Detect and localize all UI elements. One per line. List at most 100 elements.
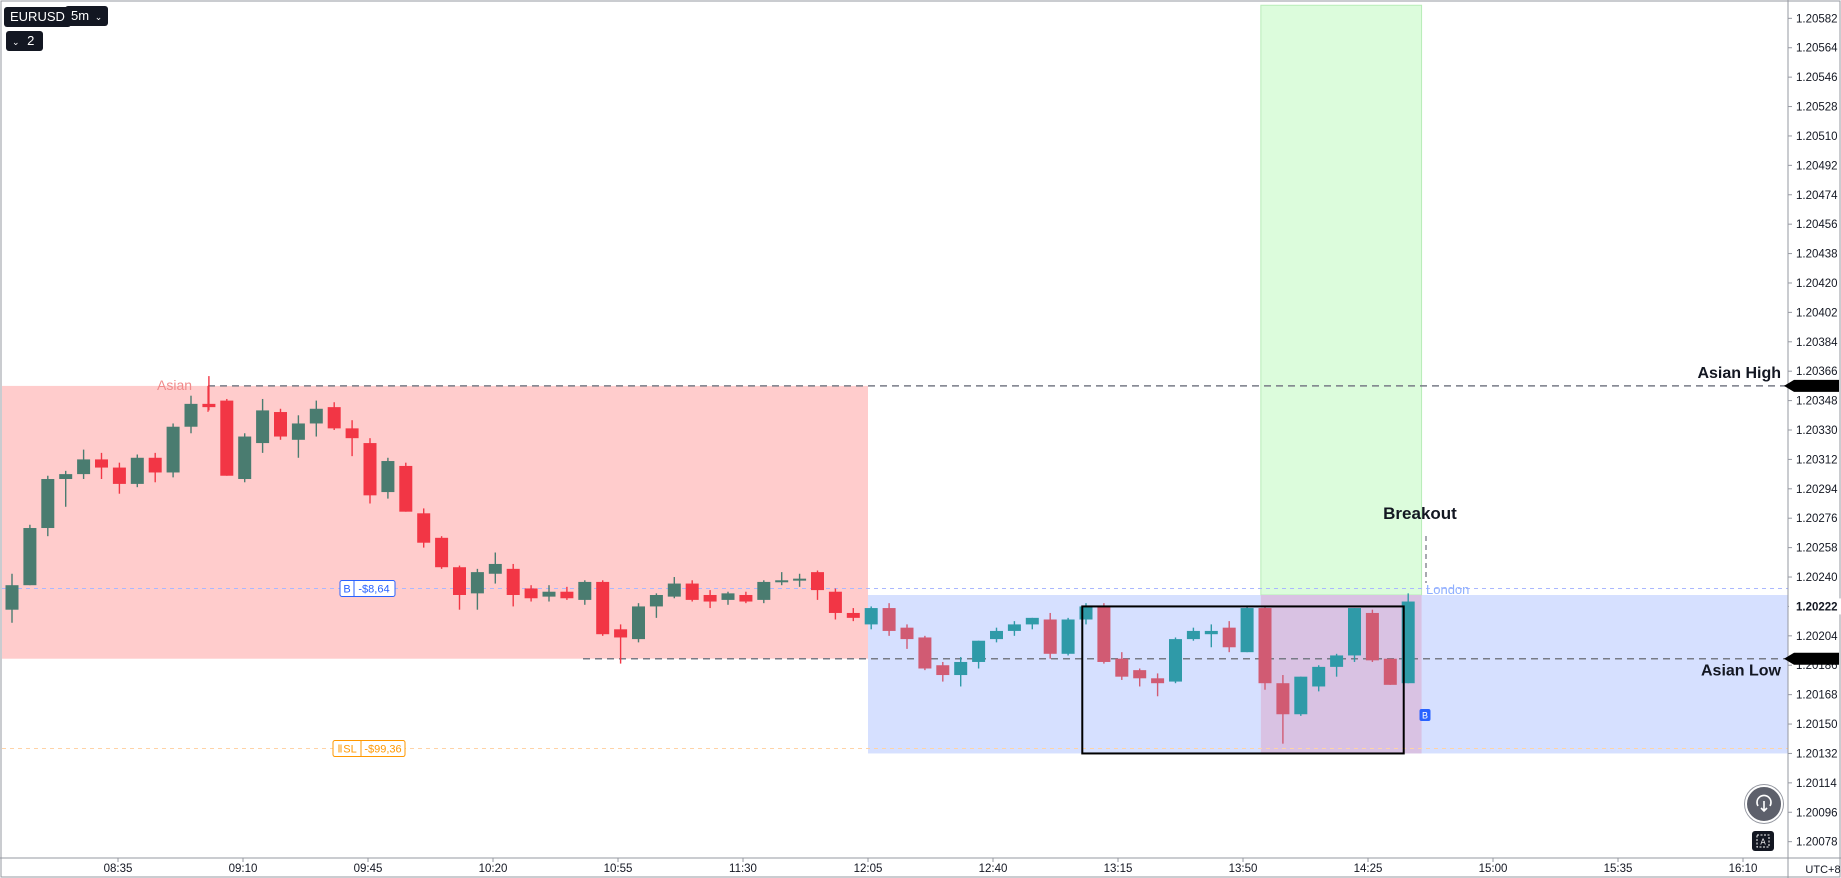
candle-body — [1383, 658, 1397, 685]
level-price-tag[interactable] — [1784, 379, 1839, 392]
candle-body — [1276, 683, 1290, 715]
candle-body — [721, 593, 735, 600]
candle-body — [5, 585, 19, 610]
candle-body — [238, 436, 252, 480]
buy-order-pnl: -$8,64 — [358, 583, 389, 595]
candle-body — [990, 630, 1003, 640]
candle-body — [1007, 624, 1021, 631]
consolidation-box[interactable] — [1081, 605, 1405, 755]
candle-body — [1312, 666, 1326, 687]
candle-body — [560, 591, 574, 599]
price-tick-label: 1.20420 — [1796, 278, 1838, 290]
candle-body — [488, 563, 502, 574]
candle-body — [882, 608, 896, 631]
last-price-label: 1.20222 — [1796, 601, 1838, 613]
candle-body — [1204, 630, 1218, 635]
indicator-count: 2 — [27, 33, 35, 48]
asian-high-label: Asian High — [1697, 365, 1781, 382]
candle-body — [1043, 619, 1057, 654]
target-zone — [1260, 4, 1423, 596]
price-tick-label: 1.20096 — [1796, 807, 1838, 819]
auto-scale-button[interactable]: A — [1752, 831, 1774, 851]
candle-body — [954, 661, 968, 676]
symbol-button[interactable]: EURUSD — [4, 7, 71, 27]
price-tick-label: 1.20240 — [1796, 572, 1838, 584]
timezone-label[interactable]: UTC+8 — [1805, 864, 1840, 876]
candle-body — [846, 612, 860, 618]
price-tick-label: 1.20492 — [1796, 160, 1838, 172]
price-tick-label: 1.20564 — [1796, 43, 1838, 55]
price-tick-label: 1.20150 — [1796, 719, 1838, 731]
price-tick-label: 1.20348 — [1796, 396, 1838, 408]
candle-body — [1222, 627, 1236, 648]
time-tick-label: 13:50 — [1229, 863, 1258, 875]
price-tick-label: 1.20474 — [1796, 190, 1838, 202]
candle-body — [363, 443, 377, 496]
last-price-badge — [1789, 598, 1841, 615]
asian-low-label: Asian Low — [1701, 663, 1782, 680]
candle-body — [148, 457, 162, 473]
candle-body — [202, 403, 216, 408]
price-tick-label: 1.20384 — [1796, 337, 1838, 349]
level-price-tag[interactable] — [1784, 652, 1839, 665]
candle-body — [1401, 601, 1415, 684]
candle-body — [667, 583, 681, 597]
stop-loss-tag[interactable] — [332, 740, 406, 758]
time-tick-label: 08:35 — [104, 863, 133, 875]
candle-body — [614, 629, 628, 638]
candle-body — [470, 572, 484, 594]
time-tick-label: 10:55 — [604, 863, 633, 875]
scroll-to-realtime-button[interactable] — [1745, 785, 1783, 823]
candle-body — [632, 606, 645, 640]
candle-body — [1348, 608, 1361, 656]
candle-body — [1025, 617, 1039, 625]
candle-body — [578, 581, 592, 600]
price-tick-label: 1.20312 — [1796, 454, 1838, 466]
interval-button[interactable]: 5m ⌄ — [65, 6, 109, 26]
candle-body — [685, 583, 699, 600]
asian-session-zone — [2, 385, 868, 659]
candle-body — [184, 403, 198, 427]
price-tick-label: 1.20276 — [1796, 513, 1838, 525]
time-tick-label: 12:05 — [854, 863, 883, 875]
candle-body — [1115, 658, 1129, 677]
candle-body — [1151, 678, 1165, 684]
time-tick-label: 09:10 — [229, 863, 258, 875]
candle-body — [59, 474, 73, 480]
buy-marker[interactable] — [1419, 709, 1431, 721]
candle-body — [220, 400, 234, 476]
chevron-down-icon: ⌄ — [94, 12, 103, 22]
candle-body — [596, 581, 610, 635]
time-tick-label: 10:20 — [479, 863, 508, 875]
candle-body — [900, 627, 914, 640]
time-axis[interactable] — [0, 858, 1841, 878]
stop-loss-pnl: -$99,36 — [364, 744, 401, 756]
price-tick-label: 1.20330 — [1796, 425, 1838, 437]
price-axis[interactable] — [1788, 0, 1841, 878]
time-tick-label: 11:30 — [729, 863, 757, 875]
svg-text:A: A — [1760, 838, 1766, 847]
price-tick-label: 1.20168 — [1796, 690, 1838, 702]
candle-body — [1258, 608, 1272, 684]
price-tick-label: 1.20528 — [1796, 102, 1838, 114]
symbol-label: EURUSD — [10, 9, 65, 24]
scroll-to-realtime-icon — [1756, 794, 1772, 813]
candle-body — [936, 665, 950, 676]
price-tick-label: 1.20078 — [1796, 837, 1838, 849]
london-session-label: London — [1426, 582, 1469, 597]
candle-body — [112, 467, 126, 484]
indicators-collapse-button[interactable]: ⌄ 2 — [6, 31, 43, 51]
candle-body — [381, 461, 395, 493]
price-tick-label: 1.20510 — [1796, 131, 1838, 143]
price-tick-label: 1.20402 — [1796, 307, 1838, 319]
candle-body — [542, 591, 556, 597]
candle-body — [77, 459, 91, 475]
price-tick-label: 1.20456 — [1796, 219, 1838, 231]
buy-marker-label: B — [1422, 711, 1428, 721]
price-tick-label: 1.20294 — [1796, 484, 1838, 496]
candle-body — [417, 513, 431, 543]
candle-body — [274, 412, 287, 437]
price-tick-label: 1.20546 — [1796, 72, 1838, 84]
